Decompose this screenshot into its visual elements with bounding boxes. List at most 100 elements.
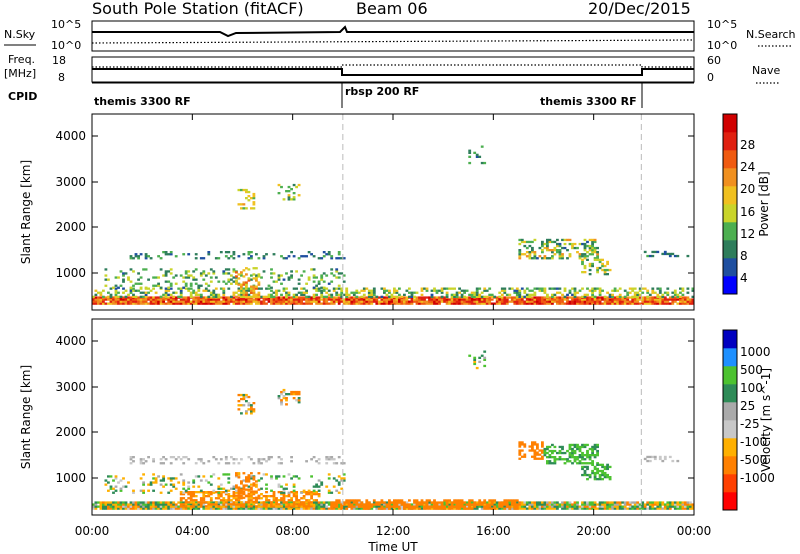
velocity-data-cell (227, 507, 231, 510)
power-data-cell (380, 295, 384, 298)
velocity-data-cell (169, 477, 173, 480)
velocity-data-cell (285, 505, 288, 508)
velocity-data-cell (149, 481, 153, 484)
power-data-cell (593, 300, 597, 303)
power-data-cell (332, 302, 336, 305)
velocity-data-cell (260, 503, 263, 506)
power-data-cell (149, 289, 153, 292)
power-data-cell (330, 255, 334, 258)
power-data-cell (197, 298, 201, 301)
power-data-cell (250, 287, 253, 290)
power-data-cell (355, 298, 359, 301)
velocity-colorbar-swatch (723, 348, 737, 367)
velocity-data-cell (310, 507, 313, 510)
power-data-cell (593, 246, 597, 250)
power-data-cell (104, 274, 108, 277)
power-data-cell (468, 300, 471, 303)
power-data-cell (563, 242, 567, 246)
velocity-data-cell (142, 503, 145, 506)
power-data-cell (330, 293, 334, 296)
time-axis-labels: 00:00 04:00 08:00 12:00 16:00 20:00 00:00 (75, 524, 712, 538)
power-data-cell (157, 300, 160, 303)
power-data-cell (581, 260, 584, 264)
power-data-cell (656, 295, 660, 298)
power-data-cell (184, 296, 188, 299)
velocity-data-cell (367, 507, 371, 510)
velocity-data-cell (240, 458, 243, 461)
velocity-data-cell (260, 507, 263, 510)
velocity-data-cell (395, 503, 399, 506)
power-data-cell (593, 240, 597, 244)
velocity-data-cell (287, 493, 291, 496)
power-data-cell (505, 298, 509, 301)
velocity-data-cell (628, 505, 632, 508)
velocity-data-cell (305, 501, 308, 504)
power-data-cell (586, 240, 589, 244)
power-data-cell (179, 300, 183, 303)
velocity-data-cell (250, 507, 253, 510)
power-data-cell (531, 249, 534, 252)
velocity-data-cell (573, 505, 577, 508)
power-data-cell (548, 296, 552, 299)
velocity-data-cell (528, 505, 532, 508)
power-data-cell (583, 242, 587, 246)
power-data-cell (518, 251, 522, 254)
power-data-cell (410, 300, 414, 303)
velocity-data-cell (272, 491, 276, 494)
power-data-cell (280, 274, 283, 277)
power-data-cell (362, 298, 366, 301)
velocity-colorbar-tick: -25 (740, 417, 760, 431)
velocity-data-cell (187, 458, 191, 461)
power-colorbar-tick: 24 (740, 160, 755, 174)
velocity-data-cell (119, 505, 123, 508)
power-mode-lines (342, 114, 642, 310)
velocity-data-cell (142, 458, 145, 461)
velocity-data-cell (611, 505, 614, 508)
power-data-cell (142, 291, 145, 294)
velocity-colorbar-swatch (723, 384, 737, 403)
velocity-data-cell (488, 507, 492, 510)
power-data-cell (372, 289, 376, 292)
velocity-data-cell (317, 501, 321, 504)
power-data-cell (591, 238, 594, 242)
power-data-cell (443, 300, 446, 303)
power-data-cell (458, 302, 461, 305)
velocity-data-cell (546, 505, 549, 508)
velocity-data-cell (172, 477, 176, 480)
power-data-cell (525, 302, 529, 305)
power-data-cell (127, 298, 130, 301)
velocity-data-cell (445, 499, 449, 502)
power-data-cell (285, 257, 288, 260)
power-data-cell (415, 291, 419, 294)
power-data-cell (508, 287, 512, 290)
power-data-cell (543, 255, 547, 258)
velocity-data-cell (260, 458, 263, 461)
power-data-cell (222, 298, 226, 301)
power-data-cell (179, 274, 183, 277)
velocity-data-cell (297, 499, 301, 502)
velocity-data-cell (152, 501, 155, 504)
velocity-data-cell (242, 395, 246, 399)
power-colorbar-swatch (723, 114, 737, 133)
velocity-data-cell (197, 475, 201, 478)
velocity-data-cell (182, 493, 186, 496)
power-data-cell (528, 257, 532, 260)
velocity-data-cell (528, 507, 532, 510)
velocity-data-cell (403, 507, 406, 510)
power-data-cell (691, 300, 695, 303)
power-data-cell (623, 289, 627, 292)
power-data-cell (134, 295, 138, 298)
power-data-cell (553, 300, 557, 303)
power-data-cell (127, 296, 130, 299)
power-data-cell (551, 251, 554, 254)
velocity-data-cell (252, 493, 256, 496)
velocity-data-cell (628, 503, 632, 506)
power-data-cell (362, 289, 366, 292)
power-data-cell (305, 291, 308, 294)
power-data-cell (137, 282, 140, 285)
velocity-data-cell (300, 505, 303, 508)
power-data-cell (199, 293, 203, 296)
velocity-data-cell (300, 503, 303, 506)
power-data-cell (518, 255, 522, 258)
velocity-data-cell (365, 501, 369, 504)
